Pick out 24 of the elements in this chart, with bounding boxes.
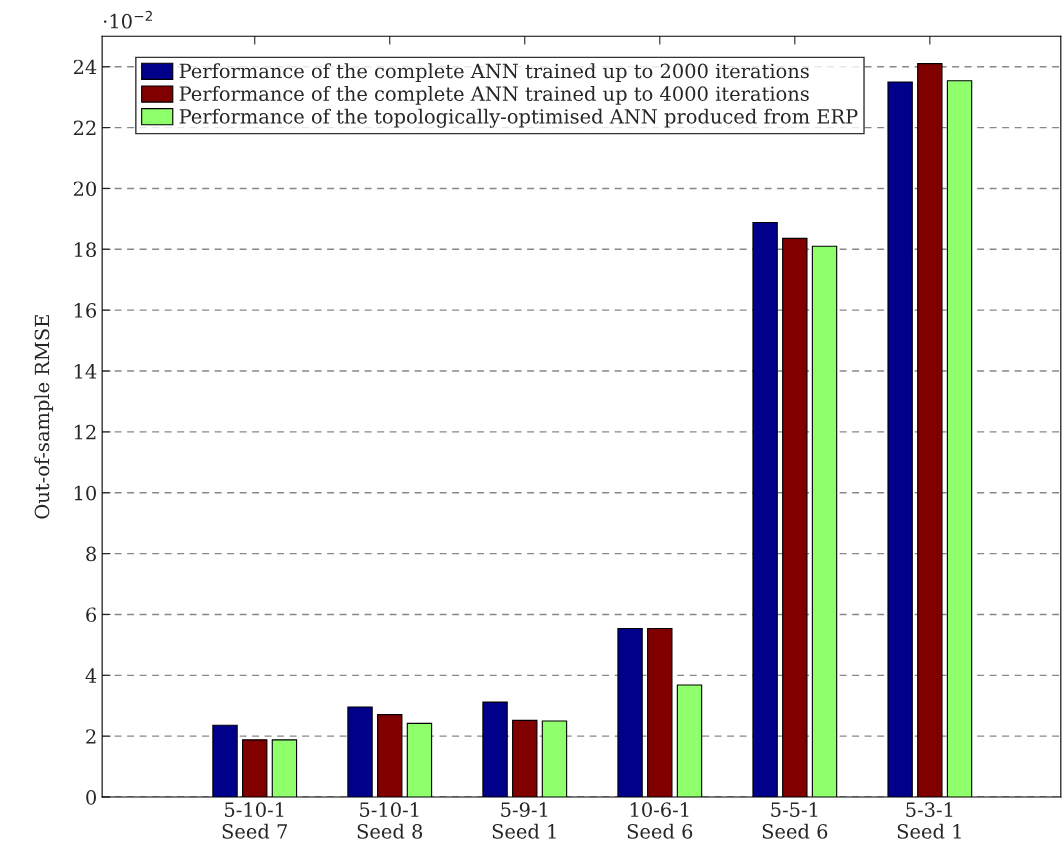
y-tick-label: 0 [86,790,96,805]
x-tick-label: 5-10-1 Seed 8 [357,802,423,839]
y-tick-label: 14 [74,363,97,379]
x-tick-label: 5-9-1 Seed 1 [492,802,556,839]
x-tick-label: 5-10-1 Seed 7 [222,802,287,839]
y-tick-label: 8 [86,546,96,562]
y-tick-label: 10 [74,485,96,501]
y-tick-label: 18 [74,242,96,257]
x-tick-label: 5-5-1 Seed 6 [762,802,828,839]
legend-label: Performance of the complete ANN trained up to 2000 iterations [179,63,809,83]
y-tick-label: 20 [73,181,96,197]
y-tick-label: 12 [74,424,96,440]
y-tick-label: 6 [86,607,97,623]
text: ·10$^{−2}$ [103,10,152,29]
y-axis-title: Out-of-sample RMSE [34,315,54,519]
legend-label: Performance of the complete ANN trained up to 4000 iterations [179,85,809,105]
y-tick-label: 16 [74,303,97,318]
x-tick-label: 5-3-1 Seed 1 [897,802,961,839]
y-tick-label: 4 [85,668,97,683]
y-tick-label: 24 [73,59,97,75]
y-tick-label: 2 [86,729,96,744]
legend-label: Performance of the topologically-optimised ANN produced from ERP [179,108,858,128]
y-tick-label: 22 [73,120,96,135]
x-tick-label: 10-6-1 Seed 6 [627,802,693,839]
